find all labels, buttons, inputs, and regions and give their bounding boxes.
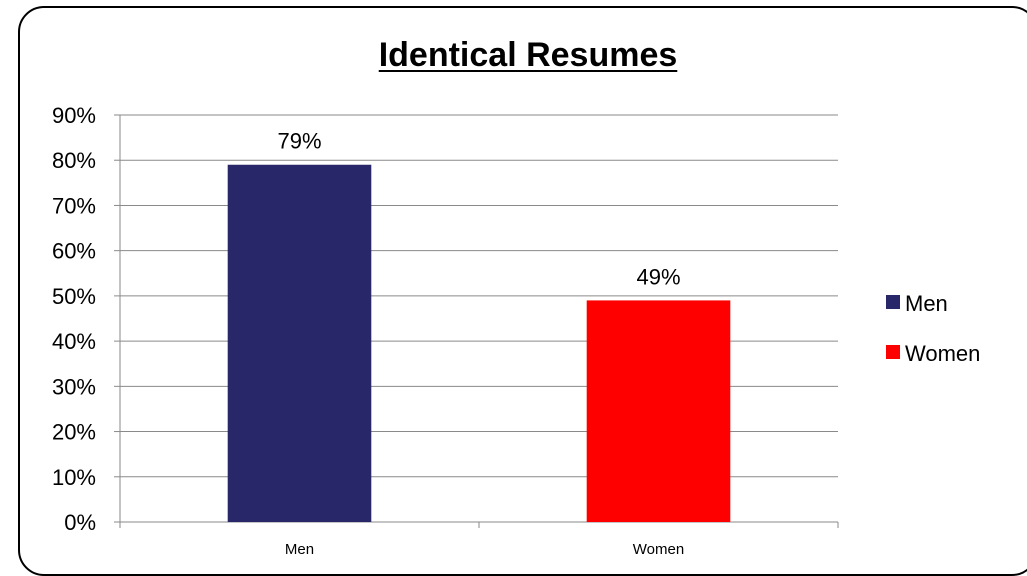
legend-swatch: [886, 295, 900, 309]
data-label: 49%: [636, 264, 680, 289]
legend-swatch: [886, 345, 900, 359]
x-axis-categories: Men Women: [285, 541, 684, 558]
y-tick-label: 20%: [52, 420, 96, 445]
bars: [227, 164, 731, 522]
bar-men: [227, 164, 372, 522]
y-tick-label: 30%: [52, 374, 96, 399]
x-category-label: Men: [285, 541, 314, 558]
legend-label: Women: [905, 341, 980, 366]
data-labels: 79% 49%: [277, 129, 680, 290]
bar-women: [586, 300, 731, 522]
legend: Men Women: [886, 291, 980, 366]
chart-title: Identical Resumes: [379, 36, 678, 74]
y-tick-label: 10%: [52, 465, 96, 490]
y-tick-label: 40%: [52, 329, 96, 354]
chart-frame: [18, 6, 1027, 576]
legend-label: Men: [905, 291, 948, 316]
x-category-label: Women: [633, 541, 684, 558]
y-tick-label: 0%: [64, 510, 96, 535]
y-axis-ticks: 0% 10% 20% 30% 40% 50% 60% 70% 80% 90%: [52, 103, 96, 535]
y-tick-label: 70%: [52, 193, 96, 218]
y-tick-label: 50%: [52, 284, 96, 309]
data-label: 79%: [277, 129, 321, 154]
y-tick-label: 60%: [52, 239, 96, 264]
y-tick-label: 90%: [52, 103, 96, 128]
y-tick-label: 80%: [52, 148, 96, 173]
